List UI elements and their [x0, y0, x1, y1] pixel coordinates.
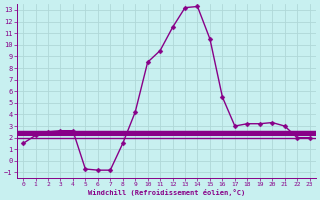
- X-axis label: Windchill (Refroidissement éolien,°C): Windchill (Refroidissement éolien,°C): [88, 189, 245, 196]
